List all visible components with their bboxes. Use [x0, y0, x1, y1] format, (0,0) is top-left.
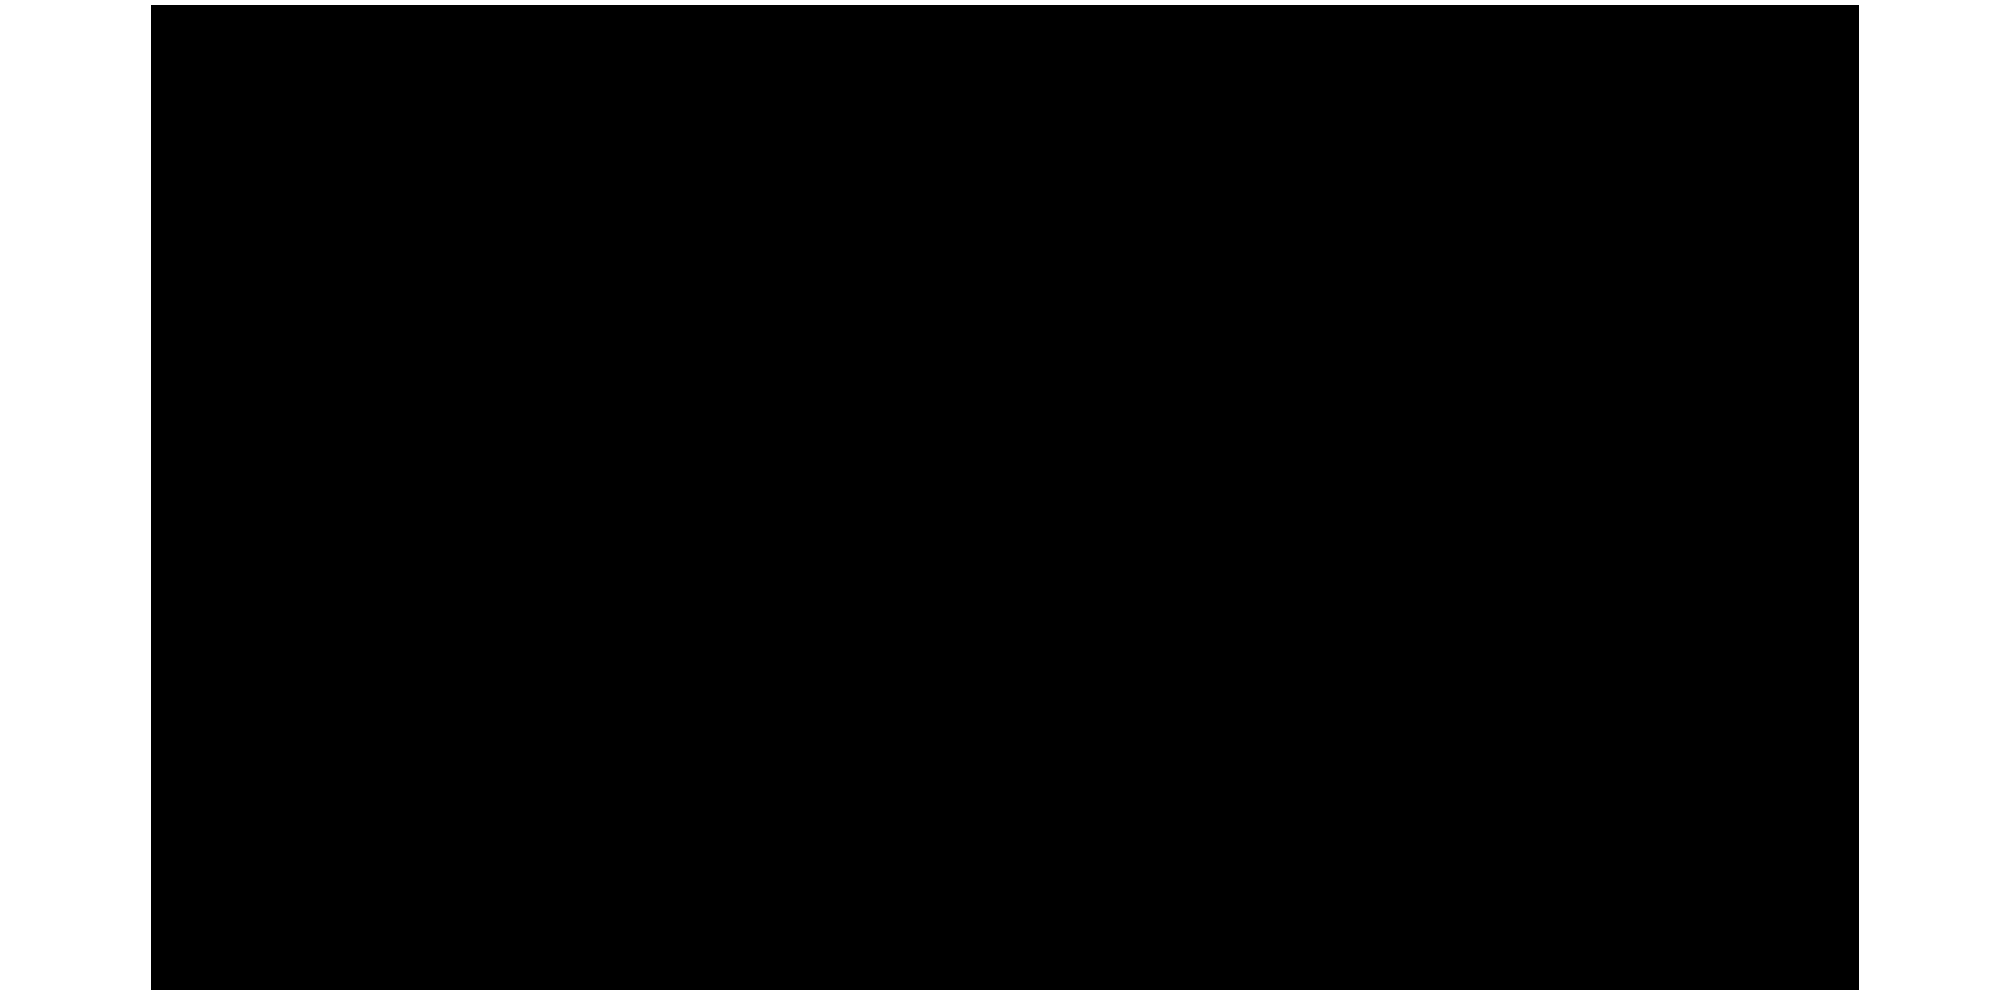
word-cloud [151, 5, 1859, 990]
word-cloud-canvas [151, 5, 1859, 990]
